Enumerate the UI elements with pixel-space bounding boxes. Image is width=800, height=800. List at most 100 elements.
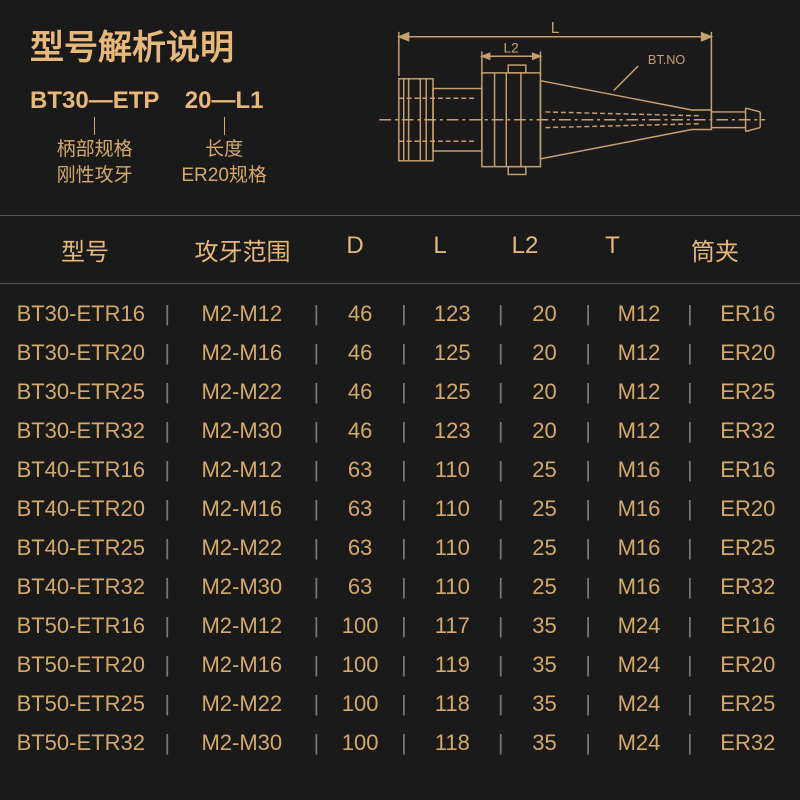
model-code-1: BT30—ETP	[30, 87, 159, 115]
table-cell: BT40-ETR16	[0, 457, 162, 483]
page-title: 型号解析说明	[30, 20, 350, 69]
cell-separator: |	[311, 730, 322, 756]
table-cell: M2-M22	[173, 379, 311, 405]
model-info: 型号解析说明 BT30—ETP 柄部规格 刚性攻牙 20—L1 长度 ER20规…	[30, 20, 350, 205]
table-cell: ER32	[696, 730, 800, 756]
table-cell: ER25	[696, 535, 800, 561]
table-cell: 63	[322, 535, 398, 561]
table-cell: 35	[506, 730, 582, 756]
connector-line	[224, 117, 225, 135]
table-cell: 20	[506, 301, 582, 327]
cell-separator: |	[684, 691, 695, 717]
svg-text:L2: L2	[504, 40, 519, 55]
model-label-1b: 刚性攻牙	[57, 163, 133, 189]
cell-separator: |	[495, 457, 506, 483]
cell-separator: |	[398, 340, 409, 366]
cell-separator: |	[162, 418, 173, 444]
cell-separator: |	[311, 652, 322, 678]
table-cell: M2-M22	[173, 691, 311, 717]
col-range: 攻牙范围	[170, 232, 315, 267]
cell-separator: |	[495, 535, 506, 561]
cell-separator: |	[582, 730, 593, 756]
table-cell: 25	[506, 496, 582, 522]
cell-separator: |	[311, 379, 322, 405]
table-cell: 46	[322, 418, 398, 444]
table-cell: ER16	[696, 457, 800, 483]
cell-separator: |	[684, 652, 695, 678]
col-l2: L2	[485, 232, 565, 267]
table-cell: 118	[410, 691, 496, 717]
cell-separator: |	[398, 496, 409, 522]
table-row: BT50-ETR25|M2-M22|100|118|35|M24|ER25	[0, 684, 800, 723]
cell-separator: |	[582, 652, 593, 678]
table-cell: 35	[506, 613, 582, 639]
cell-separator: |	[684, 574, 695, 600]
table-row: BT40-ETR32|M2-M30|63|110|25|M16|ER32	[0, 567, 800, 606]
table-cell: 25	[506, 457, 582, 483]
table-cell: ER32	[696, 574, 800, 600]
cell-separator: |	[582, 418, 593, 444]
cell-separator: |	[311, 457, 322, 483]
table-cell: 25	[506, 574, 582, 600]
cell-separator: |	[684, 301, 695, 327]
cell-separator: |	[495, 379, 506, 405]
cell-separator: |	[398, 652, 409, 678]
cell-separator: |	[582, 301, 593, 327]
tool-holder-svg: L L2 BT.NO	[350, 20, 770, 200]
table-cell: 20	[506, 379, 582, 405]
table-cell: M12	[594, 418, 684, 444]
table-cell: M12	[594, 301, 684, 327]
cell-separator: |	[162, 652, 173, 678]
table-cell: 35	[506, 691, 582, 717]
table-cell: M2-M16	[173, 652, 311, 678]
table-cell: 20	[506, 418, 582, 444]
table-cell: 110	[410, 457, 496, 483]
cell-separator: |	[582, 496, 593, 522]
cell-separator: |	[311, 691, 322, 717]
table-cell: M2-M30	[173, 574, 311, 600]
table-cell: 46	[322, 301, 398, 327]
table-row: BT50-ETR32|M2-M30|100|118|35|M24|ER32	[0, 723, 800, 762]
table-cell: M12	[594, 379, 684, 405]
cell-separator: |	[311, 418, 322, 444]
table-cell: 110	[410, 574, 496, 600]
table-cell: BT30-ETR25	[0, 379, 162, 405]
model-breakdown: BT30—ETP 柄部规格 刚性攻牙 20—L1 长度 ER20规格	[30, 87, 350, 188]
cell-separator: |	[162, 496, 173, 522]
cell-separator: |	[398, 613, 409, 639]
table-cell: BT40-ETR32	[0, 574, 162, 600]
table-cell: 118	[410, 730, 496, 756]
table-cell: 100	[322, 691, 398, 717]
cell-separator: |	[398, 730, 409, 756]
table-cell: 20	[506, 340, 582, 366]
table-row: BT40-ETR16|M2-M12|63|110|25|M16|ER16	[0, 450, 800, 489]
table-cell: M16	[594, 535, 684, 561]
cell-separator: |	[398, 418, 409, 444]
table-cell: 110	[410, 496, 496, 522]
cell-separator: |	[582, 574, 593, 600]
cell-separator: |	[495, 730, 506, 756]
cell-separator: |	[162, 691, 173, 717]
table-cell: BT30-ETR20	[0, 340, 162, 366]
table-row: BT50-ETR20|M2-M16|100|119|35|M24|ER20	[0, 645, 800, 684]
table-cell: M12	[594, 340, 684, 366]
table-cell: 123	[410, 418, 496, 444]
table-cell: ER25	[696, 379, 800, 405]
table-cell: M2-M16	[173, 496, 311, 522]
cell-separator: |	[495, 418, 506, 444]
cell-separator: |	[582, 379, 593, 405]
table-cell: M16	[594, 496, 684, 522]
table-cell: 100	[322, 652, 398, 678]
table-cell: 100	[322, 613, 398, 639]
table-cell: 63	[322, 574, 398, 600]
table-cell: M24	[594, 691, 684, 717]
cell-separator: |	[495, 574, 506, 600]
col-collet: 筒夹	[660, 232, 770, 267]
table-cell: BT50-ETR20	[0, 652, 162, 678]
cell-separator: |	[162, 574, 173, 600]
table-cell: ER20	[696, 340, 800, 366]
cell-separator: |	[684, 535, 695, 561]
cell-separator: |	[162, 301, 173, 327]
cell-separator: |	[495, 496, 506, 522]
table-cell: BT50-ETR16	[0, 613, 162, 639]
